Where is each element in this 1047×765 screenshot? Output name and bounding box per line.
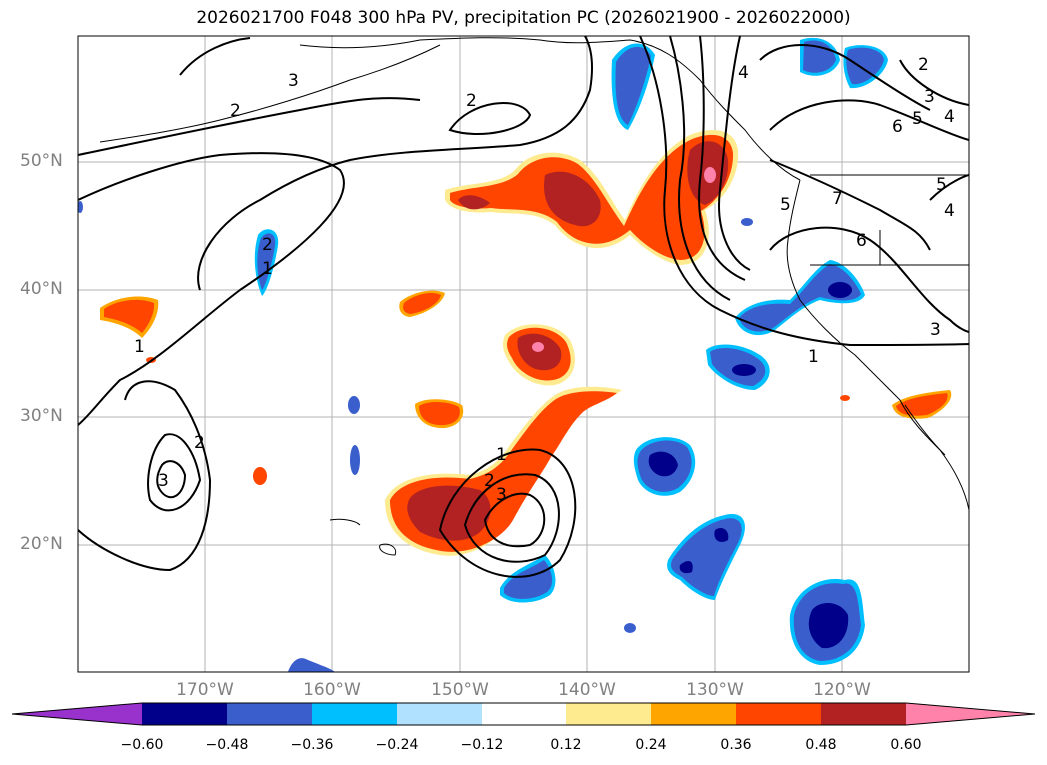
contour-label: 2	[194, 433, 205, 453]
colorbar-tick-label: −0.12	[460, 737, 504, 753]
contour-label: 5	[936, 175, 947, 195]
contour-label: 1	[496, 445, 507, 465]
colorbar-tick-label: 0.48	[805, 737, 837, 753]
contour-label: 3	[924, 87, 935, 107]
lon-label: 150°W	[431, 680, 489, 700]
colorbar-tick-label: −0.48	[205, 737, 249, 753]
colorbar-segment	[142, 703, 227, 725]
colorbar	[11, 702, 1036, 726]
colorbar-segment	[821, 703, 906, 725]
contour-label: 3	[930, 320, 941, 340]
contour-labels: 3 2 2 2 1 1 2 3 1 2 3 4 5 6 7 5 6 1 3 4 …	[134, 55, 955, 505]
colorbar-segment	[227, 703, 312, 725]
contour-label: 3	[288, 71, 299, 91]
colorbar-tick-label: 0.36	[720, 737, 752, 753]
lon-label: 130°W	[686, 680, 744, 700]
lon-label: 160°W	[303, 680, 361, 700]
contour-label: 3	[496, 485, 507, 505]
colorbar-extend-low	[12, 703, 142, 725]
map-frame	[77, 35, 970, 673]
colorbar-segment	[651, 703, 736, 725]
contour-label: 2	[230, 101, 241, 121]
lat-label: 40°N	[20, 279, 63, 299]
contour-label: 1	[134, 337, 145, 357]
contour-label: 4	[944, 107, 955, 127]
colorbar-segment	[482, 703, 566, 725]
lat-label: 20°N	[20, 534, 63, 554]
colorbar-tick-label: −0.24	[375, 737, 419, 753]
map-panel: 3 2 2 2 1 1 2 3 1 2 3 4 5 6 7 5 6 1 3 4 …	[78, 36, 969, 672]
contour-label: 2	[262, 235, 273, 255]
contour-label: 6	[892, 117, 903, 137]
colorbar-tick-label: 0.12	[550, 737, 582, 753]
colorbar-tick-label: −0.60	[120, 737, 164, 753]
positive-precip-anomalies	[100, 130, 952, 556]
lat-label: 50°N	[20, 151, 63, 171]
contour-label: 7	[832, 189, 843, 209]
colorbar-segment	[566, 703, 651, 725]
colorbar-tick-label: 0.24	[635, 737, 667, 753]
colorbar-segment	[312, 703, 397, 725]
contour-label: 5	[912, 109, 923, 129]
colorbar-outline	[11, 702, 1036, 726]
contour-label: 3	[158, 471, 169, 491]
colorbar-tick-label: 0.60	[890, 737, 922, 753]
contour-label: 2	[918, 55, 929, 75]
contour-label: 6	[856, 231, 867, 251]
lon-label: 140°W	[558, 680, 616, 700]
contour-label: 5	[780, 195, 791, 215]
negative-precip-anomalies	[78, 37, 888, 672]
lat-label: 30°N	[20, 406, 63, 426]
contour-label: 2	[484, 471, 495, 491]
contour-label: 1	[262, 259, 273, 279]
lon-label: 120°W	[813, 680, 871, 700]
lon-label: 170°W	[176, 680, 234, 700]
colorbar-tick-label: −0.36	[290, 737, 334, 753]
contour-label: 1	[808, 347, 819, 367]
colorbar-extend-high	[906, 703, 1035, 725]
pv-contours	[78, 36, 969, 578]
colorbar-segment	[397, 703, 482, 725]
coastlines	[99, 37, 969, 556]
contour-label: 2	[466, 91, 477, 111]
colorbar-segment	[736, 703, 821, 725]
map-title: 2026021700 F048 300 hPa PV, precipitatio…	[196, 8, 851, 28]
contour-label: 4	[944, 201, 955, 221]
contour-label: 4	[738, 63, 749, 83]
